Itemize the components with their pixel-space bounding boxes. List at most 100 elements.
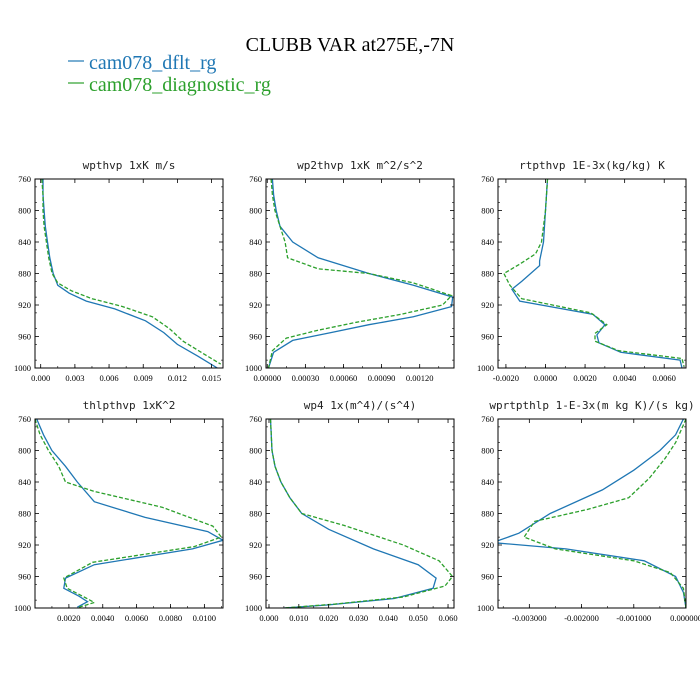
x-tick-label: 0.0080	[159, 613, 182, 623]
legend-label-diagnostic: cam078_diagnostic_rg	[89, 74, 271, 96]
y-tick-label: 840	[481, 477, 494, 487]
series-line-dflt	[269, 419, 437, 608]
series-line-dflt	[498, 419, 686, 608]
y-tick-label: 1000	[477, 603, 494, 613]
series-line-dflt	[267, 179, 454, 368]
panel-title: wp2thvp 1xK m^2/s^2	[297, 159, 423, 172]
panels: wpthvp 1xK m/s76080084088092096010000.00…	[14, 159, 700, 623]
series-line-diagnostic	[35, 419, 223, 608]
plot-frame	[497, 178, 687, 369]
y-tick-label: 1000	[14, 363, 31, 373]
y-tick-label: 800	[18, 446, 31, 456]
panel-title: wprtpthlp 1-E-3x(m kg K)/(s kg)	[489, 399, 694, 412]
y-tick-label: 960	[481, 572, 494, 582]
x-tick-label: 0.000000	[670, 613, 700, 623]
x-tick-label: 0.006	[99, 373, 118, 383]
panel-1: wpthvp 1xK m/s76080084088092096010000.00…	[14, 159, 224, 383]
x-tick-label: 0.040	[379, 613, 398, 623]
y-tick-label: 880	[18, 269, 31, 279]
y-tick-label: 920	[249, 300, 262, 310]
panel-title: rtpthvp 1E-3x(kg/kg) K	[519, 159, 665, 172]
series-line-diagnostic	[503, 179, 685, 367]
x-tick-label: 0.00120	[406, 373, 434, 383]
y-tick-label: 920	[18, 540, 31, 550]
y-tick-label: 840	[18, 477, 31, 487]
y-tick-label: 960	[18, 572, 31, 582]
x-tick-label: 0.0100	[193, 613, 216, 623]
plot-frame	[265, 418, 455, 609]
series-line-dflt	[511, 179, 683, 368]
x-tick-label: 0.015	[202, 373, 221, 383]
x-tick-label: -0.0020	[493, 373, 519, 383]
legend-label-dflt: cam078_dflt_rg	[89, 52, 216, 74]
y-tick-label: 840	[481, 237, 494, 247]
panel-3: rtpthvp 1E-3x(kg/kg) K 760 800 840 880 920 960…	[477, 159, 687, 383]
y-tick-label: 960	[249, 572, 262, 582]
x-tick-label: -0.001000	[616, 613, 651, 623]
x-tick-label: 0.000	[259, 613, 278, 623]
x-tick-label: 0.00060	[330, 373, 358, 383]
panel-6: wprtpthlp 1-E-3x(m kg K)/(s kg) 760 800 840…	[477, 399, 700, 623]
y-tick-label: 760	[18, 174, 31, 184]
x-tick-label: 0.012	[168, 373, 187, 383]
y-tick-label: 920	[18, 300, 31, 310]
y-tick-label: 760	[481, 414, 494, 424]
x-tick-label: 0.030	[349, 613, 368, 623]
x-tick-label: 0.00000	[253, 373, 281, 383]
y-tick-label: 960	[18, 332, 31, 342]
x-tick-label: 0.009	[134, 373, 153, 383]
y-tick-label: 1000	[477, 363, 494, 373]
series-line-diagnostic	[269, 419, 454, 608]
plot-frame	[497, 418, 687, 609]
figure-title: CLUBB VAR at275E,-7N	[246, 34, 455, 56]
panel-title: thlpthvp 1xK^2	[83, 399, 176, 412]
x-tick-label: 0.0020	[57, 613, 80, 623]
x-tick-label: 0.00090	[368, 373, 396, 383]
panel-5: wp4 1x(m^4)/(s^4)76080084088092096010000…	[245, 399, 458, 623]
y-tick-label: 920	[249, 540, 262, 550]
x-tick-label: 0.0060	[125, 613, 148, 623]
y-tick-label: 760	[249, 174, 262, 184]
y-tick-label: 1000	[245, 363, 262, 373]
y-tick-label: 800	[18, 206, 31, 216]
panel-title: wp4 1x(m^4)/(s^4)	[304, 399, 417, 412]
y-tick-label: 1000	[14, 603, 31, 613]
x-tick-label: 0.010	[289, 613, 308, 623]
y-tick-label: 880	[18, 509, 31, 519]
y-tick-label: 760	[249, 414, 262, 424]
series-line-diagnostic	[41, 179, 222, 365]
plot-frame	[34, 418, 224, 609]
y-tick-label: 960	[481, 332, 494, 342]
panel-2: wp2thvp 1xK m^2/s^2 760 800 840 880 920 960 100…	[245, 159, 455, 383]
x-tick-label: 0.000	[31, 373, 50, 383]
x-tick-label: 0.0020	[573, 373, 596, 383]
x-tick-label: 0.0040	[613, 373, 636, 383]
y-tick-label: 800	[481, 446, 494, 456]
panel-title: wpthvp 1xK m/s	[83, 159, 176, 172]
y-tick-label: 1000	[245, 603, 262, 613]
x-tick-label: -0.002000	[564, 613, 599, 623]
y-tick-label: 880	[249, 509, 262, 519]
panel-4: thlpthvp 1xK^2 760 800 840 880 920 960 1000 0.00…	[14, 399, 224, 623]
series-line-dflt	[36, 419, 223, 608]
y-tick-label: 760	[481, 174, 494, 184]
series-line-dflt	[42, 179, 218, 368]
y-tick-label: 800	[481, 206, 494, 216]
y-tick-label: 840	[249, 237, 262, 247]
x-tick-label: 0.060	[438, 613, 457, 623]
legend: cam078_dflt_rg cam078_diagnostic_rg	[68, 52, 271, 96]
x-tick-label: -0.003000	[512, 613, 547, 623]
plot-frame	[34, 178, 224, 369]
x-tick-label: 0.00030	[292, 373, 320, 383]
y-tick-label: 880	[481, 269, 494, 279]
y-tick-label: 920	[481, 540, 494, 550]
y-tick-label: 800	[249, 446, 262, 456]
series-line-diagnostic	[267, 179, 453, 368]
y-tick-label: 920	[481, 300, 494, 310]
y-tick-label: 840	[249, 477, 262, 487]
y-tick-label: 800	[249, 206, 262, 216]
x-tick-label: 0.0040	[91, 613, 114, 623]
y-tick-label: 840	[18, 237, 31, 247]
x-tick-label: 0.0000	[534, 373, 557, 383]
